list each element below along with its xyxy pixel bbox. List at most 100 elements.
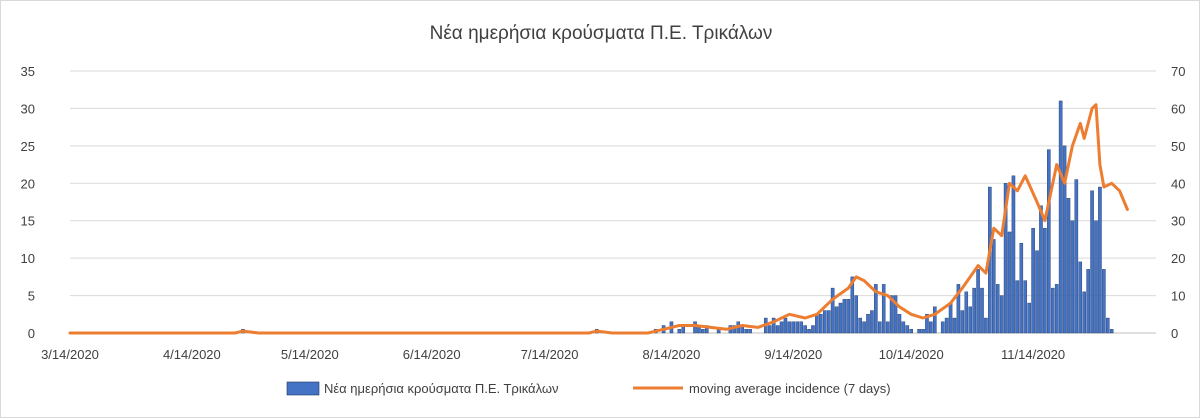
bar [917,329,921,334]
y-right-tick-label: 40 [1171,176,1185,191]
bar [1062,145,1067,334]
bar [1090,190,1094,334]
bar [968,306,972,334]
bar [767,325,772,334]
bar [1082,291,1086,334]
bar [826,310,831,334]
y-right-tick-label: 60 [1171,101,1185,116]
bar [972,287,976,334]
bar [795,321,800,334]
bar [940,321,945,334]
bar [1035,250,1039,334]
bar [956,284,961,334]
gridlines [70,70,1156,334]
bar [830,287,835,334]
bar [787,321,792,334]
bar [1086,269,1090,334]
bar [850,276,855,334]
bar [834,306,839,334]
y-left-tick-label: 10 [21,251,35,266]
bar [701,329,705,334]
bar [944,317,949,334]
y-left-tick-label: 5 [28,289,35,304]
y-axis-left: 0 5 10 15 20 25 30 35 [21,64,35,341]
bar [960,310,965,334]
bar [1043,227,1047,334]
bar [1007,231,1012,334]
bar [905,325,910,334]
bar [995,284,1000,334]
bar [854,295,858,334]
y-right-tick-label: 20 [1171,251,1185,266]
bar [897,314,902,334]
x-tick-label: 3/14/2020 [41,347,99,362]
bar [1050,287,1055,334]
line-series [68,103,1129,335]
bar [858,317,862,334]
bar [799,321,803,334]
bar [822,310,827,334]
bar-series [241,100,1114,334]
x-tick-label: 7/14/2020 [521,347,579,362]
bar [1070,220,1075,334]
bar [1047,149,1051,334]
y-right-tick-label: 10 [1171,289,1185,304]
bar [771,317,776,334]
bar [952,317,957,334]
y-right-tick-label: 0 [1171,326,1178,341]
legend-line-label: moving average incidence (7 days) [689,381,891,396]
bar [870,310,874,334]
bar [948,302,953,334]
legend: Νέα ημερήσια κρούσματα Π.Ε. Τρικάλων mov… [286,381,891,396]
bar [980,287,984,334]
bar [1027,302,1031,334]
bar [984,317,988,334]
bar [1102,269,1106,334]
bar [1094,220,1098,334]
bar [929,321,933,334]
bar [992,239,996,334]
y-left-tick-label: 20 [21,176,35,191]
bar [874,284,878,334]
bar [815,314,819,334]
bar [783,317,788,334]
bar [819,314,823,334]
bar [878,321,882,334]
y-left-tick-label: 25 [21,139,35,154]
bar [1011,175,1016,334]
bar [1054,284,1059,334]
x-tick-label: 10/14/2020 [879,347,944,362]
bar [1023,280,1028,334]
bar [1015,280,1020,334]
bar [1058,100,1063,334]
bar [909,329,914,334]
y-left-tick-label: 15 [21,214,35,229]
bar [677,329,682,334]
bar [748,329,752,334]
y-left-tick-label: 30 [21,101,35,116]
bar [1106,317,1110,334]
bar [1098,186,1102,334]
bar [889,295,894,334]
bar [846,299,851,334]
x-tick-label: 6/14/2020 [403,347,461,362]
bar [791,321,796,334]
bar [925,314,929,334]
bar [901,321,906,334]
bar [881,284,886,334]
bar [866,314,870,334]
chart-title: Νέα ημερήσια κρούσματα Π.Ε. Τρικάλων [430,23,773,44]
y-axis-right: 0 10 20 30 40 50 60 70 [1171,64,1185,341]
bar [1003,183,1008,334]
x-tick-label: 5/14/2020 [281,347,339,362]
bar [1031,227,1035,334]
bar [803,325,807,334]
y-right-tick-label: 30 [1171,214,1185,229]
bar [862,321,866,334]
bar [1019,242,1024,334]
moving-average-line [68,103,1129,335]
bar [1039,205,1043,334]
legend-bar-label: Νέα ημερήσια κρούσματα Π.Ε. Τρικάλων [324,381,559,396]
